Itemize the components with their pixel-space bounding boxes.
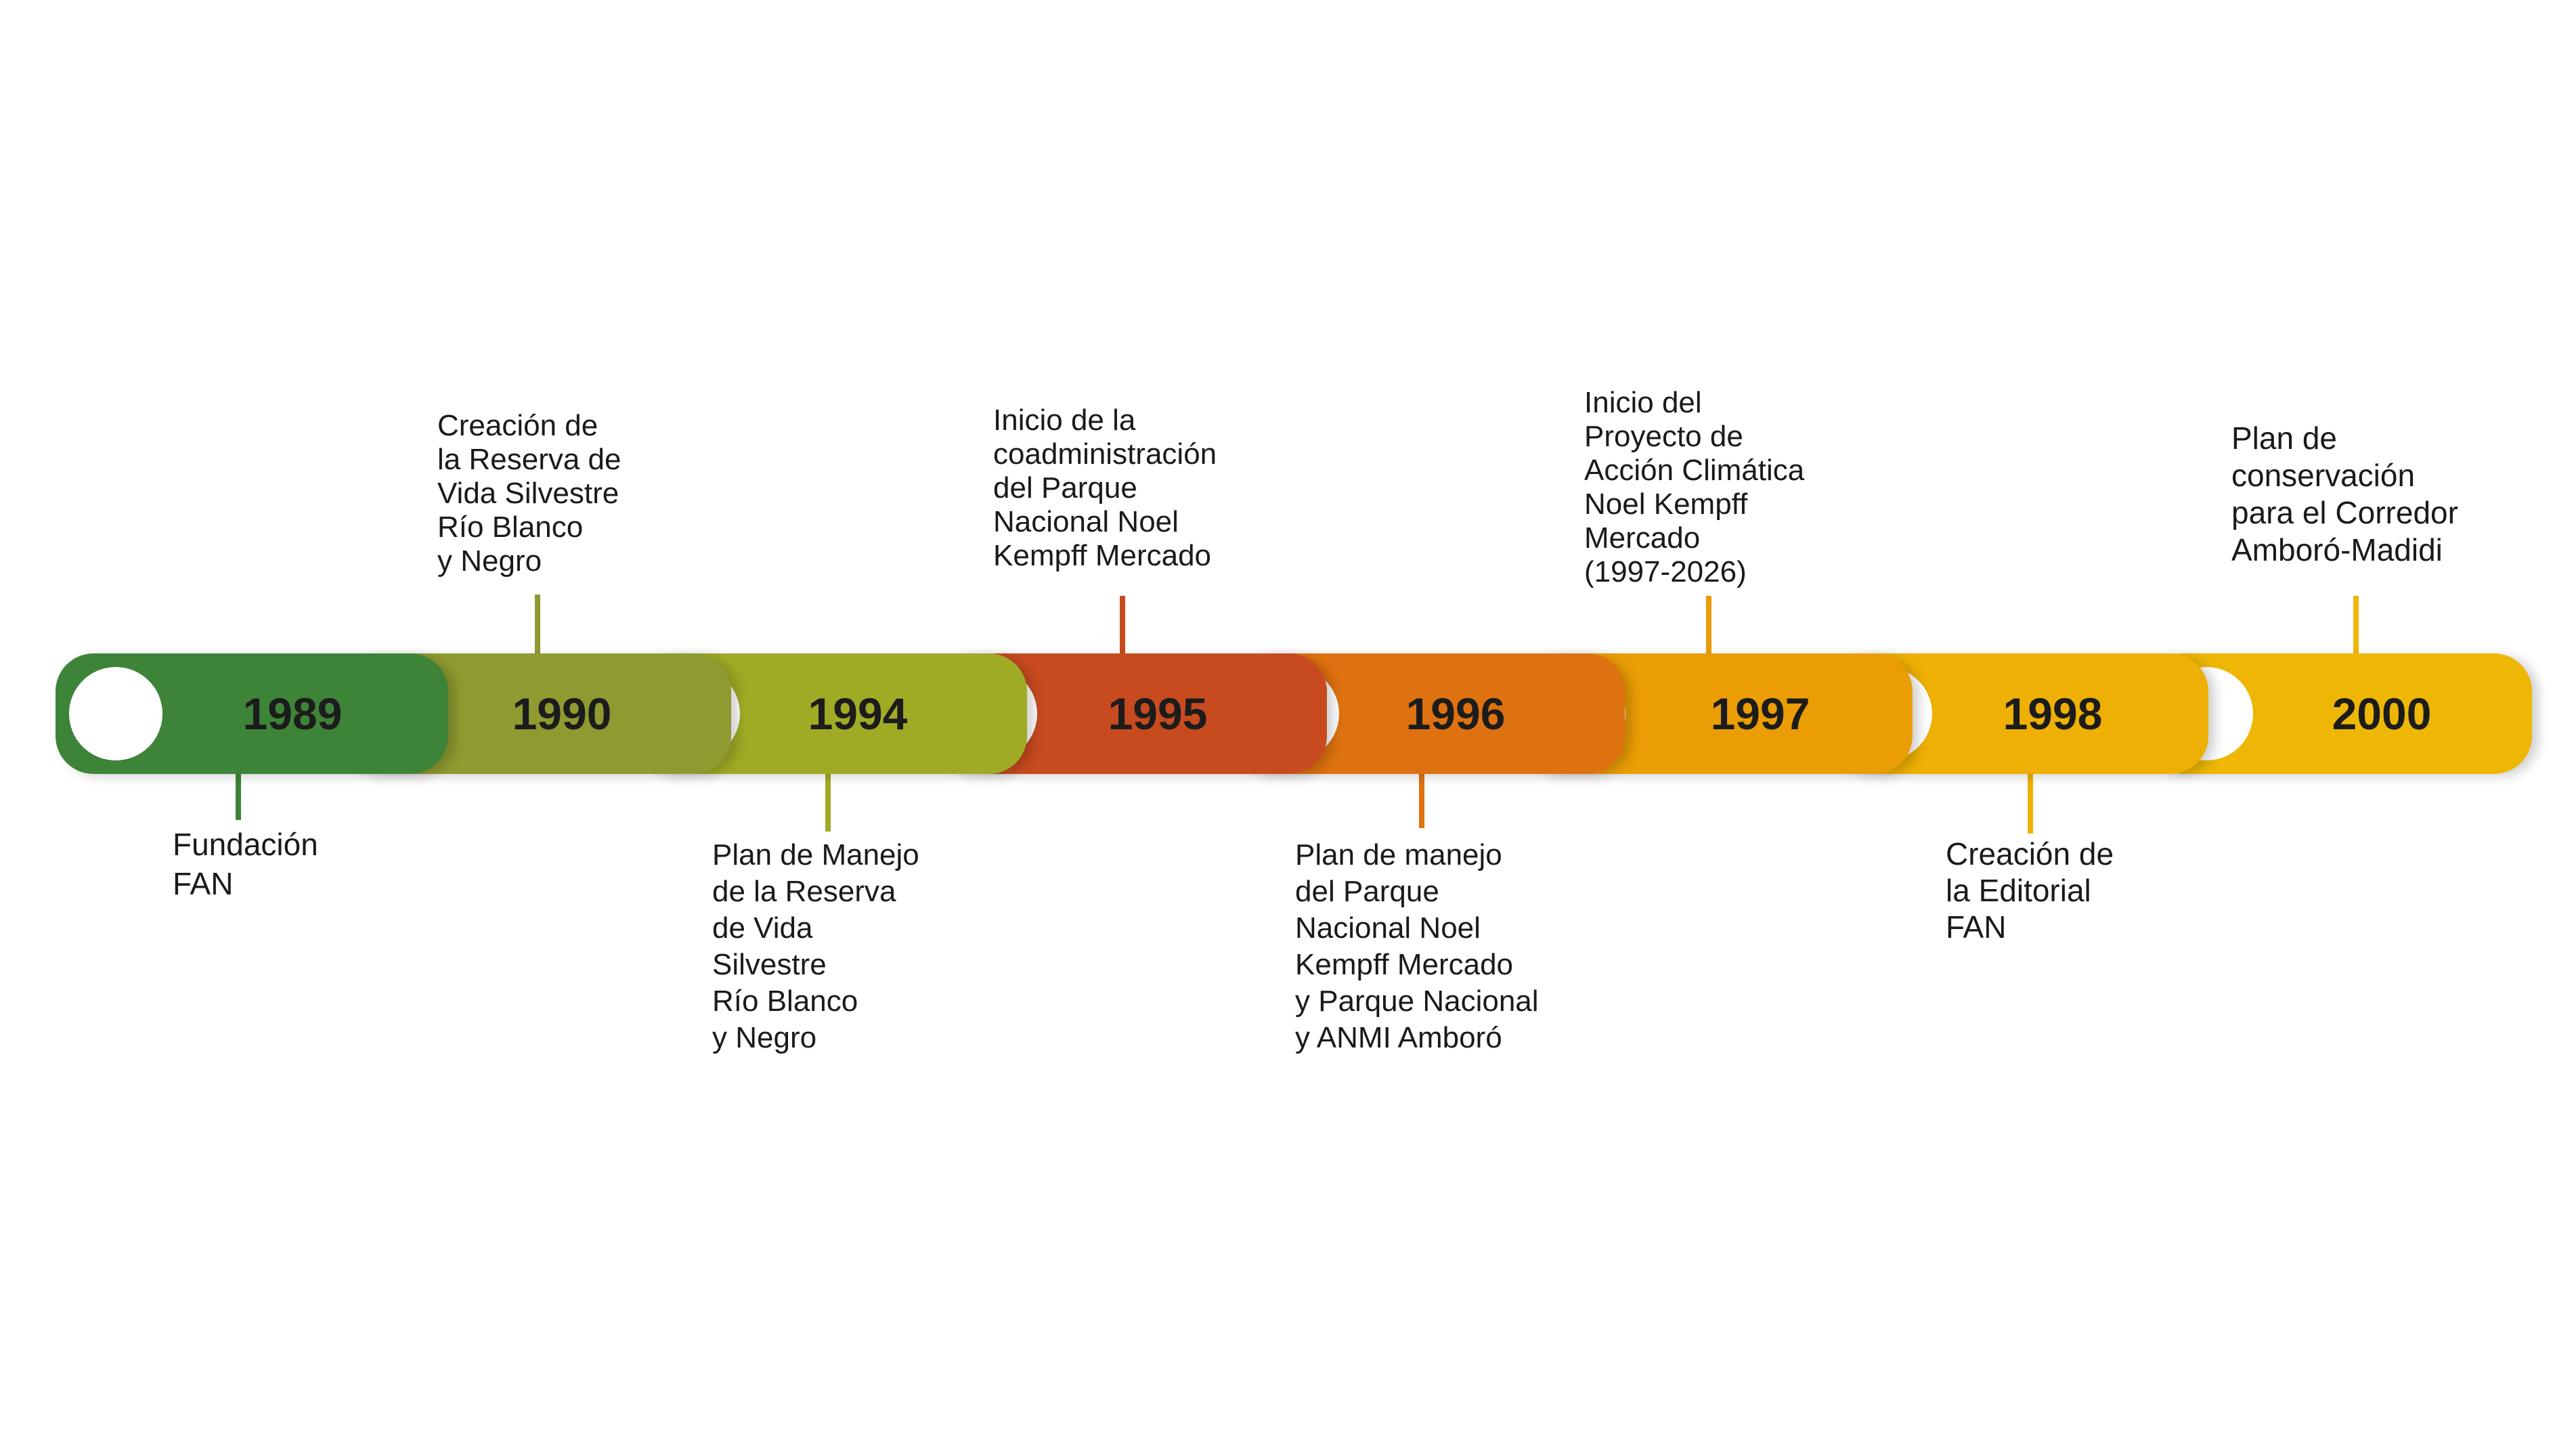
event-description-1989: Fundación FAN	[173, 827, 318, 901]
event-description-1996: Plan de manejo del Parque Nacional Noel …	[1295, 838, 1539, 1054]
event-description-1995: Inicio de la coadministración del Parque…	[993, 404, 1217, 572]
year-label: 1997	[1710, 689, 1810, 739]
year-label: 1990	[512, 689, 612, 739]
event-description-1997: Inicio del Proyecto de Acción Climática …	[1584, 386, 1805, 588]
connector-1989	[236, 774, 241, 820]
event-description-1998: Creación de la Editorial FAN	[1946, 836, 2114, 945]
year-label: 1995	[1108, 689, 1208, 739]
connector-1995	[1120, 596, 1125, 653]
connector-2000	[2353, 596, 2359, 653]
year-label: 2000	[2332, 689, 2432, 739]
connector-1996	[1419, 774, 1424, 828]
segment-1989: 1989	[56, 653, 448, 774]
connector-1994	[825, 774, 831, 832]
year-label: 1998	[2003, 689, 2103, 739]
event-description-1990: Creación de la Reserva de Vida Silvestre…	[437, 409, 621, 578]
year-label: 1996	[1405, 689, 1506, 739]
year-label: 1989	[242, 689, 343, 739]
connector-1990	[535, 595, 540, 653]
year-label: 1994	[808, 689, 908, 739]
connector-1998	[2028, 774, 2033, 834]
event-description-1994: Plan de Manejo de la Reserva de Vida Sil…	[712, 838, 919, 1054]
connector-1997	[1706, 596, 1711, 653]
milestone-circle	[69, 667, 162, 760]
event-description-2000: Plan de conservación para el Corredor Am…	[2231, 420, 2458, 567]
